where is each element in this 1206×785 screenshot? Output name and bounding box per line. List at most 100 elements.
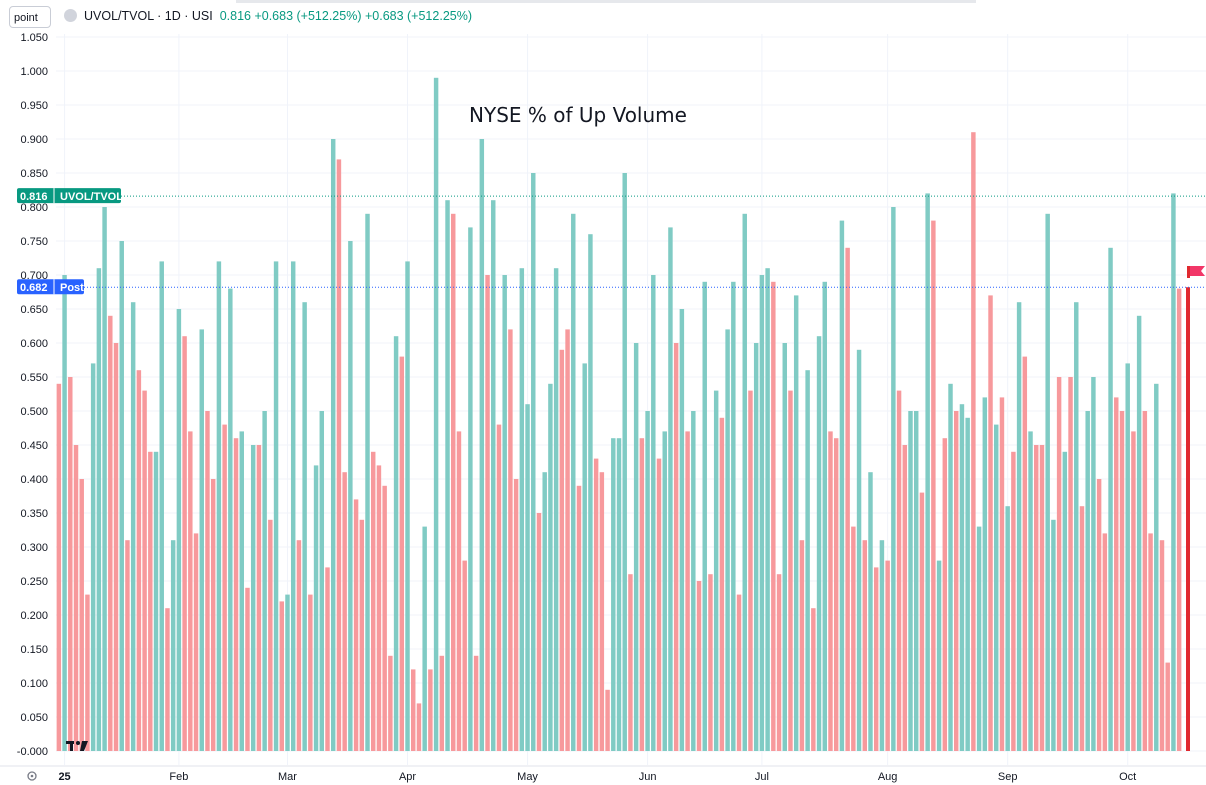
- bar: [205, 411, 210, 751]
- bar: [525, 404, 530, 751]
- bar: [788, 390, 793, 751]
- bar: [713, 390, 719, 751]
- bar: [645, 411, 650, 751]
- bar: [851, 526, 856, 751]
- y-tick-label: 0.300: [20, 542, 48, 554]
- bar: [222, 424, 227, 751]
- bar: [536, 513, 542, 751]
- bar: [445, 200, 450, 751]
- bar: [816, 336, 822, 751]
- bar: [1171, 193, 1176, 751]
- bar: [862, 540, 868, 751]
- bar: [582, 363, 587, 751]
- y-tick-label: 0.500: [20, 406, 48, 418]
- post-value-text: 0.682: [20, 282, 48, 294]
- bar: [96, 268, 102, 751]
- bar: [913, 411, 919, 751]
- price-tags: 0.816 UVOL/TVOL 0.682 Post: [17, 188, 1205, 295]
- bar: [388, 655, 393, 751]
- symbol-price: 0.816: [219, 9, 251, 23]
- eye-icon[interactable]: [64, 9, 77, 22]
- bar: [628, 574, 633, 751]
- y-tick-label: 0.250: [20, 576, 48, 588]
- tradingview-logo: [66, 741, 88, 751]
- bar: [811, 608, 816, 751]
- bars: [56, 77, 1190, 752]
- bar: [833, 438, 839, 751]
- y-tick-label: 0.750: [20, 236, 48, 248]
- bar: [873, 567, 879, 751]
- bar: [1096, 479, 1102, 751]
- x-tick-label: Aug: [878, 771, 898, 783]
- bar: [1108, 247, 1113, 752]
- bar: [148, 451, 153, 751]
- last-label-text: UVOL/TVOL: [60, 191, 123, 203]
- bar: [765, 268, 770, 751]
- bar: [502, 275, 507, 751]
- bar: [1062, 451, 1068, 751]
- bar: [799, 540, 805, 751]
- flag-icon[interactable]: [1187, 266, 1190, 278]
- bar: [1011, 451, 1016, 751]
- bar: [1148, 533, 1153, 751]
- bar: [668, 227, 673, 751]
- y-tick-label: 0.150: [20, 644, 48, 656]
- bar: [296, 540, 302, 751]
- scale-mode-select[interactable]: point: [9, 6, 51, 28]
- bar: [856, 349, 862, 751]
- y-tick-label: 1.050: [20, 32, 48, 44]
- bar: [639, 438, 645, 751]
- bar: [142, 390, 147, 751]
- post-value-tag: [17, 279, 84, 295]
- bar: [736, 594, 742, 751]
- bar: [611, 438, 616, 751]
- y-tick-label: 0.100: [20, 678, 48, 690]
- bar: [170, 540, 176, 751]
- bar: [485, 275, 490, 751]
- bar: [753, 343, 759, 751]
- post-label-text: Post: [60, 282, 84, 294]
- bar: [731, 281, 736, 751]
- bar: [542, 472, 547, 751]
- bar: [971, 132, 976, 751]
- bar: [399, 356, 405, 751]
- bar: [359, 519, 365, 751]
- bar: [468, 227, 473, 751]
- last-value-tag: [17, 188, 121, 204]
- bar: [1131, 431, 1136, 751]
- bar: [976, 526, 982, 751]
- bar: [651, 275, 656, 751]
- bar: [1142, 411, 1148, 751]
- y-tick-label: 0.800: [20, 202, 48, 214]
- chart-title: NYSE % of Up Volume: [469, 103, 687, 127]
- bar: [108, 315, 113, 751]
- top-scrollbar[interactable]: [236, 0, 976, 3]
- flag-icon-shape[interactable]: [1190, 266, 1205, 276]
- bar: [982, 397, 988, 751]
- bar: [908, 411, 913, 751]
- bar: [902, 445, 908, 751]
- bar: [622, 173, 627, 751]
- bar: [279, 601, 284, 751]
- bar: [125, 540, 130, 751]
- bar: [382, 485, 387, 751]
- bar: [1039, 445, 1045, 751]
- bar: [879, 540, 885, 751]
- x-tick-label: Oct: [1119, 771, 1136, 783]
- bar: [416, 703, 422, 751]
- bar: [79, 479, 84, 751]
- bar: [999, 397, 1005, 751]
- bar: [805, 370, 810, 751]
- bar: [1136, 315, 1142, 751]
- bar: [456, 431, 462, 751]
- bar: [559, 349, 565, 751]
- settings-icon[interactable]: [27, 771, 37, 781]
- y-tick-label: 1.000: [20, 66, 48, 78]
- bar: [302, 302, 307, 751]
- bar: [748, 390, 753, 751]
- current-bar: [1186, 287, 1190, 751]
- bar: [891, 207, 896, 751]
- bar: [491, 200, 496, 751]
- bar: [988, 295, 993, 751]
